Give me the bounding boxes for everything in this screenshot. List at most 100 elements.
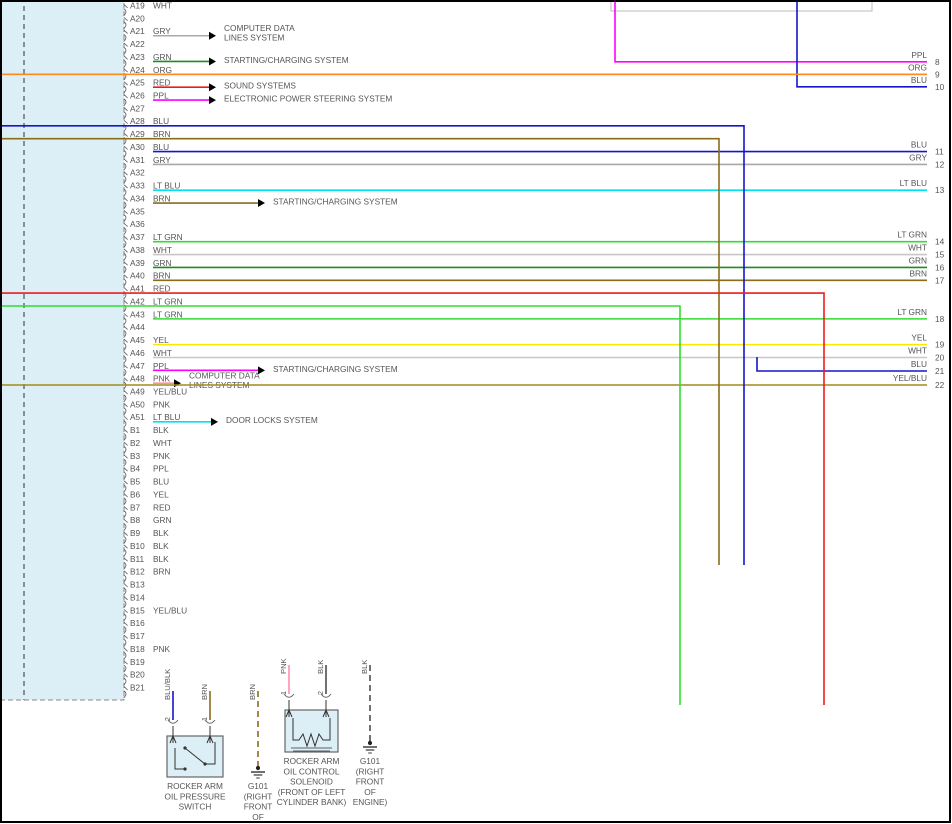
- svg-text:A48: A48: [130, 374, 145, 384]
- svg-text:A21: A21: [130, 26, 145, 36]
- svg-text:ENGINE): ENGINE): [353, 797, 388, 807]
- svg-text:GRN: GRN: [153, 52, 171, 62]
- svg-text:A51: A51: [130, 412, 145, 422]
- svg-text:B19: B19: [130, 657, 145, 667]
- svg-text:15: 15: [935, 250, 945, 260]
- svg-text:GRY: GRY: [909, 152, 927, 162]
- svg-text:10: 10: [935, 82, 945, 92]
- svg-text:PNK: PNK: [153, 644, 171, 654]
- svg-text:RED: RED: [153, 284, 171, 294]
- svg-text:A25: A25: [130, 78, 145, 88]
- svg-text:BRN: BRN: [153, 271, 171, 281]
- svg-text:B12: B12: [130, 567, 145, 577]
- svg-text:A43: A43: [130, 309, 145, 319]
- svg-text:BRN: BRN: [153, 129, 171, 139]
- svg-text:A45: A45: [130, 335, 145, 345]
- svg-text:22: 22: [935, 380, 945, 390]
- svg-text:LINES SYSTEM: LINES SYSTEM: [224, 33, 284, 43]
- svg-text:A20: A20: [130, 13, 145, 23]
- svg-text:BLU: BLU: [911, 75, 927, 85]
- svg-text:A26: A26: [130, 91, 145, 101]
- svg-text:A50: A50: [130, 399, 145, 409]
- svg-text:A30: A30: [130, 142, 145, 152]
- svg-text:B8: B8: [130, 515, 141, 525]
- svg-text:LT BLU: LT BLU: [153, 412, 180, 422]
- svg-text:BRN: BRN: [153, 567, 171, 577]
- svg-text:LT GRN: LT GRN: [153, 232, 183, 242]
- svg-text:A27: A27: [130, 103, 145, 113]
- svg-text:GRN: GRN: [153, 258, 171, 268]
- svg-text:FRONT: FRONT: [356, 777, 385, 787]
- svg-text:BLK: BLK: [316, 660, 325, 674]
- svg-text:B14: B14: [130, 592, 145, 602]
- svg-text:BRN: BRN: [153, 193, 171, 203]
- svg-text:B6: B6: [130, 490, 141, 500]
- svg-text:ORG: ORG: [908, 62, 927, 72]
- svg-text:WHT: WHT: [153, 245, 172, 255]
- svg-text:12: 12: [935, 159, 945, 169]
- svg-text:LT GRN: LT GRN: [897, 307, 927, 317]
- svg-text:BLU: BLU: [153, 477, 169, 487]
- svg-text:BLU: BLU: [153, 142, 169, 152]
- svg-text:WHT: WHT: [153, 348, 172, 358]
- svg-text:PNK: PNK: [153, 374, 171, 384]
- svg-text:CYLINDER BANK): CYLINDER BANK): [277, 797, 347, 807]
- svg-text:G101: G101: [360, 756, 381, 766]
- svg-text:1: 1: [200, 717, 209, 721]
- svg-text:A36: A36: [130, 219, 145, 229]
- svg-text:G101: G101: [248, 781, 269, 791]
- svg-text:A47: A47: [130, 361, 145, 371]
- svg-text:LT GRN: LT GRN: [153, 309, 183, 319]
- svg-text:PNK: PNK: [279, 658, 288, 674]
- svg-text:LT GRN: LT GRN: [897, 230, 927, 240]
- svg-text:A33: A33: [130, 181, 145, 191]
- svg-text:(FRONT OF LEFT: (FRONT OF LEFT: [278, 787, 346, 797]
- svg-text:PNK: PNK: [153, 399, 171, 409]
- svg-text:STARTING/CHARGING SYSTEM: STARTING/CHARGING SYSTEM: [273, 196, 398, 206]
- svg-text:BLK: BLK: [360, 660, 369, 674]
- svg-text:A38: A38: [130, 245, 145, 255]
- svg-text:BRN: BRN: [200, 684, 209, 700]
- svg-text:B4: B4: [130, 464, 141, 474]
- svg-text:YEL: YEL: [153, 335, 169, 345]
- svg-text:B15: B15: [130, 605, 145, 615]
- svg-text:B16: B16: [130, 618, 145, 628]
- svg-text:OF: OF: [252, 812, 264, 822]
- svg-text:14: 14: [935, 237, 945, 247]
- svg-text:COMPUTER DATA: COMPUTER DATA: [224, 23, 295, 33]
- svg-text:LT GRN: LT GRN: [153, 296, 183, 306]
- svg-text:B5: B5: [130, 477, 141, 487]
- svg-text:17: 17: [935, 275, 945, 285]
- svg-text:PPL: PPL: [911, 50, 927, 60]
- svg-text:BLK: BLK: [153, 554, 169, 564]
- svg-text:13: 13: [935, 185, 945, 195]
- svg-text:YEL/BLU: YEL/BLU: [153, 605, 187, 615]
- svg-text:B17: B17: [130, 631, 145, 641]
- svg-text:BLU: BLU: [911, 140, 927, 150]
- svg-text:BLK: BLK: [153, 541, 169, 551]
- svg-text:WHT: WHT: [908, 345, 927, 355]
- svg-text:8: 8: [935, 57, 940, 67]
- svg-text:B11: B11: [130, 554, 145, 564]
- svg-text:18: 18: [935, 314, 945, 324]
- svg-text:YEL: YEL: [911, 333, 927, 343]
- svg-text:A22: A22: [130, 39, 145, 49]
- svg-text:A35: A35: [130, 206, 145, 216]
- svg-text:GRY: GRY: [153, 26, 171, 36]
- svg-text:A23: A23: [130, 52, 145, 62]
- svg-text:LT BLU: LT BLU: [900, 178, 927, 188]
- svg-text:RED: RED: [153, 78, 171, 88]
- svg-text:YEL: YEL: [153, 489, 169, 499]
- svg-text:GRY: GRY: [153, 155, 171, 165]
- svg-text:A32: A32: [130, 168, 145, 178]
- svg-text:A46: A46: [130, 348, 145, 358]
- svg-text:ROCKER ARM: ROCKER ARM: [284, 756, 340, 766]
- svg-text:A28: A28: [130, 116, 145, 126]
- svg-text:WHT: WHT: [908, 243, 927, 253]
- svg-text:RED: RED: [153, 502, 171, 512]
- svg-text:B10: B10: [130, 541, 145, 551]
- svg-text:11: 11: [935, 147, 944, 157]
- svg-text:SOLENOID: SOLENOID: [290, 777, 333, 787]
- svg-text:GRN: GRN: [909, 255, 927, 265]
- svg-text:GRN: GRN: [153, 515, 171, 525]
